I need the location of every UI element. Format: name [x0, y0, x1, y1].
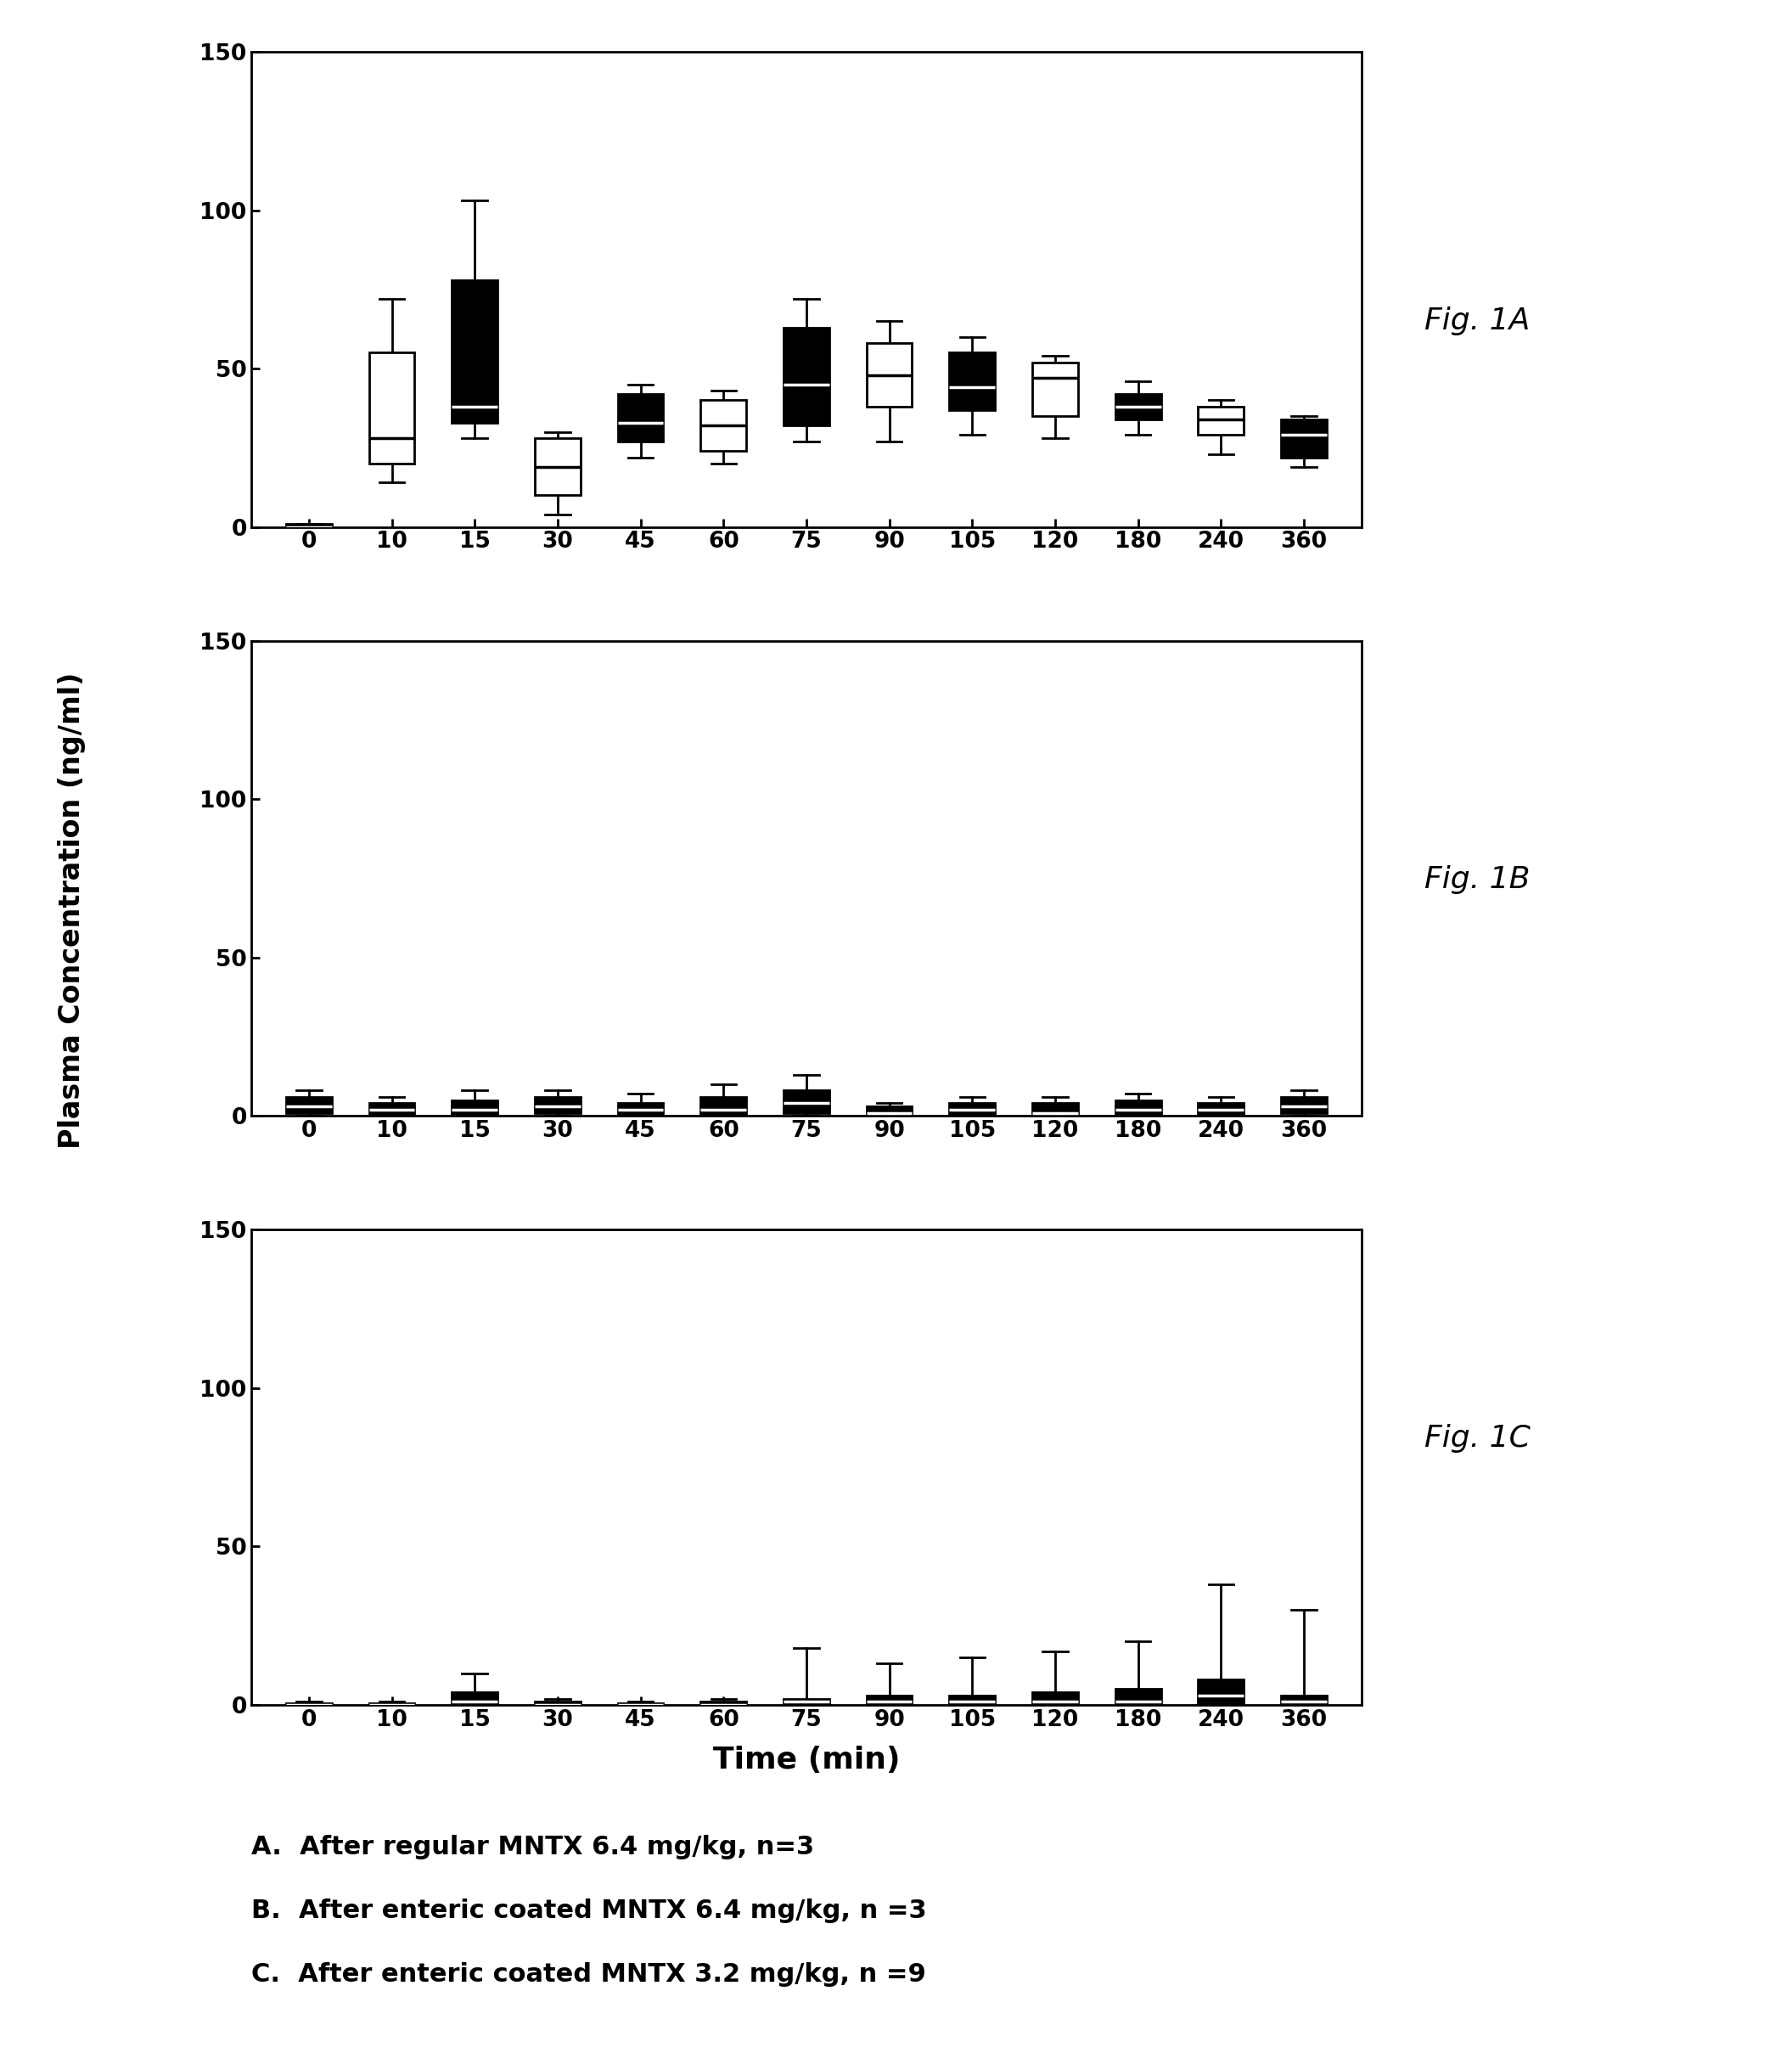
- Bar: [618, 1103, 663, 1116]
- Text: A.  After regular MNTX 6.4 mg/kg, n=3: A. After regular MNTX 6.4 mg/kg, n=3: [251, 1834, 814, 1859]
- Bar: [1032, 1693, 1079, 1706]
- Bar: [867, 1107, 912, 1116]
- Text: Fig. 1B: Fig. 1B: [1425, 865, 1530, 894]
- Bar: [1115, 1689, 1161, 1706]
- Bar: [701, 1097, 745, 1116]
- Bar: [867, 344, 912, 406]
- Bar: [783, 1699, 830, 1706]
- Bar: [783, 1091, 830, 1114]
- Bar: [369, 1704, 414, 1706]
- Bar: [950, 1103, 995, 1116]
- Bar: [369, 1103, 414, 1116]
- Bar: [287, 524, 332, 530]
- Text: Plasma Concentration (ng/ml): Plasma Concentration (ng/ml): [57, 673, 86, 1149]
- Bar: [369, 352, 414, 464]
- Bar: [618, 1704, 663, 1706]
- Bar: [1115, 1099, 1161, 1116]
- Bar: [452, 1099, 498, 1116]
- X-axis label: Time (min): Time (min): [713, 1745, 900, 1774]
- Bar: [452, 1693, 498, 1706]
- Text: Fig. 1C: Fig. 1C: [1425, 1424, 1530, 1453]
- Bar: [701, 400, 745, 451]
- Bar: [1199, 1679, 1244, 1706]
- Bar: [1115, 393, 1161, 420]
- Bar: [618, 393, 663, 441]
- Bar: [701, 1702, 745, 1706]
- Bar: [1032, 1103, 1079, 1116]
- Bar: [534, 1097, 581, 1114]
- Bar: [783, 327, 830, 426]
- Text: Fig. 1A: Fig. 1A: [1425, 306, 1530, 335]
- Bar: [452, 279, 498, 422]
- Bar: [1281, 1695, 1326, 1706]
- Bar: [1199, 406, 1244, 435]
- Text: B.  After enteric coated MNTX 6.4 mg/kg, n =3: B. After enteric coated MNTX 6.4 mg/kg, …: [251, 1898, 926, 1923]
- Bar: [287, 1097, 332, 1114]
- Text: C.  After enteric coated MNTX 3.2 mg/kg, n =9: C. After enteric coated MNTX 3.2 mg/kg, …: [251, 1962, 926, 1987]
- Bar: [867, 1695, 912, 1706]
- Bar: [534, 439, 581, 495]
- Bar: [1281, 1097, 1326, 1114]
- Bar: [950, 1695, 995, 1706]
- Bar: [1032, 362, 1079, 416]
- Bar: [950, 352, 995, 410]
- Bar: [1199, 1103, 1244, 1116]
- Bar: [534, 1702, 581, 1706]
- Bar: [287, 1704, 332, 1706]
- Bar: [1281, 420, 1326, 457]
